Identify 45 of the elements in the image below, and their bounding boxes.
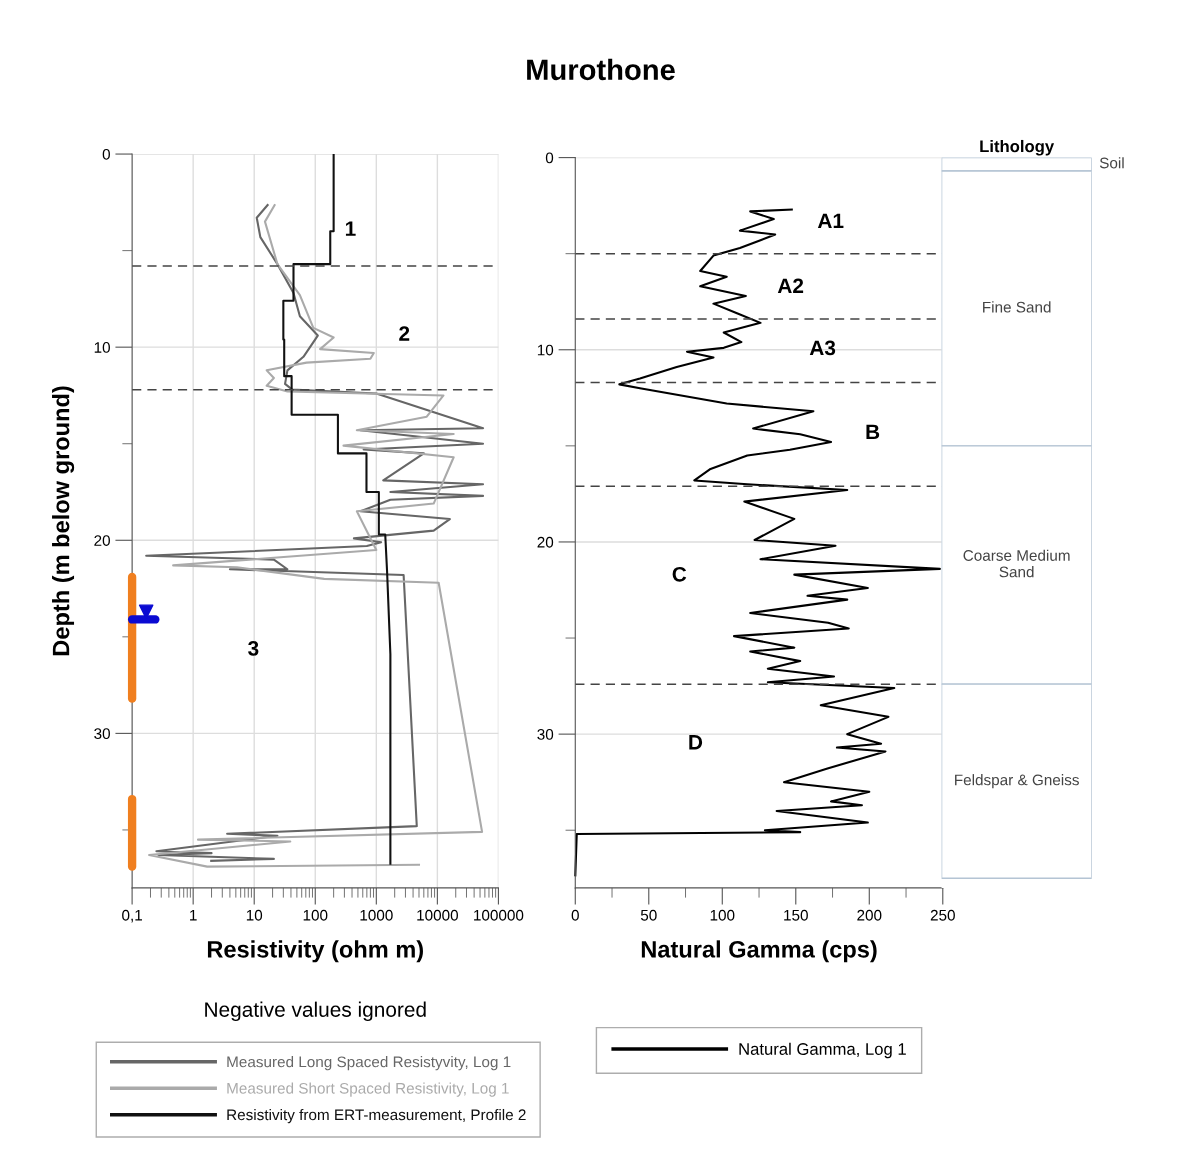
annotation: C (672, 566, 687, 582)
annotation: B (866, 424, 880, 440)
x-tick-label: 1 (190, 909, 197, 921)
y-tick-label: 30 (537, 729, 554, 740)
y-axis-title: Depth (m below ground) (52, 386, 75, 656)
x-tick-label: 10000 (417, 909, 459, 921)
x-tick-label: 100 (303, 909, 328, 921)
y-tick-label: 0 (102, 148, 110, 160)
annotation: 2 (399, 326, 410, 341)
text: Measured Long Spaced Resistyvity, Log 1 (227, 1056, 511, 1071)
y-tick-label: 10 (537, 344, 554, 356)
x-tick-label: 50 (640, 909, 657, 921)
annotation: A2 (777, 278, 804, 293)
annotation: A3 (809, 340, 836, 356)
y-tick-label: 10 (94, 342, 110, 353)
x-axis-title: Natural Gamma (cps) (641, 940, 877, 963)
x-tick-label: 100 (710, 909, 735, 921)
annotation: D (689, 735, 703, 750)
y-tick-label: 0 (545, 152, 554, 164)
x-tick-label: 100000 (474, 909, 524, 921)
x-tick-label: 0 (571, 909, 579, 921)
y-tick-label: 30 (94, 728, 110, 740)
x-tick-label: 250 (930, 909, 955, 921)
text: Natural Gamma, Log 1 (739, 1042, 906, 1059)
text: Negative values ignored (205, 1001, 426, 1022)
x-axis-title: Resistivity (ohm m) (207, 940, 423, 963)
text: Measured Short Spaced Resistivity, Log 1 (227, 1082, 509, 1097)
text: Resistivity from ERT-measurement, Profile 2 (227, 1108, 526, 1124)
annotation: 3 (248, 640, 259, 656)
line-series (574, 208, 941, 878)
x-tick-label: 10 (246, 909, 263, 921)
annotation: 1 (345, 221, 356, 236)
x-tick-label: 150 (784, 909, 808, 921)
series-label: Feldspar & Gneiss (955, 774, 1079, 789)
chart-title: Lithology (980, 139, 1055, 156)
annotation: A1 (817, 213, 844, 228)
x-tick-label: 200 (857, 909, 882, 921)
x-tick-label: 0,1 (122, 909, 142, 923)
x-tick-label: 1000 (360, 909, 393, 921)
y-tick-label: 20 (94, 535, 110, 546)
y-tick-label: 20 (537, 536, 554, 548)
series-label: Coarse Medium Sand (963, 549, 1070, 578)
series-label: Soil (1099, 157, 1124, 169)
series-label: Fine Sand (983, 301, 1051, 313)
chart-title: Murothone (527, 58, 675, 81)
